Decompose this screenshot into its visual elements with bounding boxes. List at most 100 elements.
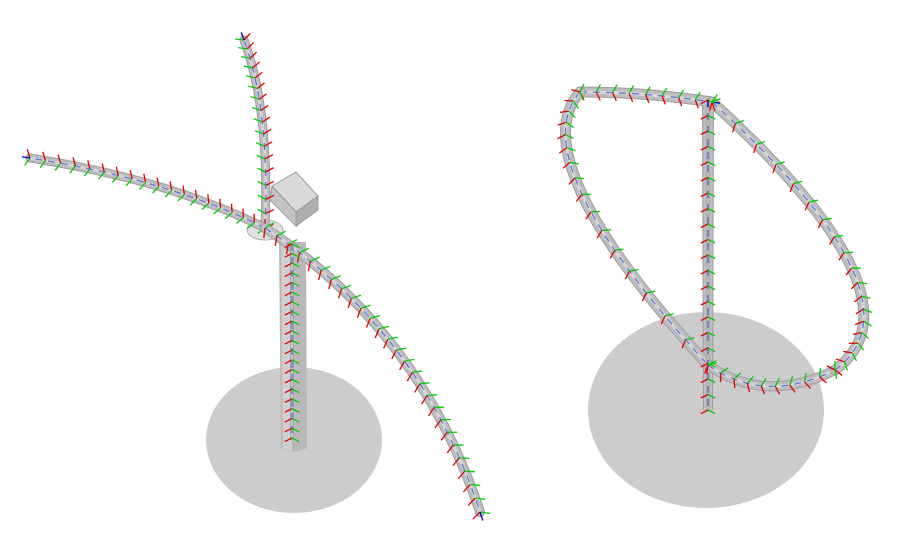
vawt-mast-axis-frame-marker: [700, 207, 716, 213]
hawt-blade-up-frame-marker: [255, 141, 273, 147]
frame-y-axis: [246, 75, 256, 79]
vawt-mast-axis-frame-marker: [700, 269, 716, 275]
vawt-lower-arm-frame-marker: [803, 372, 812, 390]
hawt-blade-up-frame-marker: [240, 51, 258, 59]
vawt-right-blade-frame-marker: [789, 180, 803, 193]
frame-y-axis: [707, 192, 716, 198]
frame-z-axis: [21, 156, 31, 159]
frame-x-axis: [406, 372, 413, 382]
frame-y-axis: [83, 168, 91, 177]
vawt-left-blade-frame-marker: [562, 161, 579, 169]
vawt-lower-arm-frame-marker: [774, 377, 781, 395]
frame-y-axis: [834, 234, 844, 238]
frame-y-axis: [213, 207, 221, 215]
frame-x-axis: [700, 316, 709, 322]
frame-x-axis: [263, 128, 272, 135]
frame-y-axis: [291, 359, 300, 365]
vawt-right-blade-frame-marker: [817, 217, 832, 229]
frame-x-axis: [700, 238, 709, 244]
vawt-left-blade-frame-marker: [557, 133, 574, 140]
hawt-blade-right-frame-marker: [406, 370, 423, 382]
vawt-right-blade-frame-marker: [848, 342, 865, 351]
hawt-blade-right-frame-marker: [452, 457, 470, 467]
frame-y-axis: [264, 222, 275, 229]
frame-y-axis: [331, 275, 342, 280]
hawt-tower-axis-frame-marker: [284, 281, 300, 287]
frame-x-axis: [284, 320, 293, 326]
hawt-blade-left-frame-marker: [201, 194, 210, 210]
frame-y-axis: [238, 46, 248, 50]
frame-y-axis: [243, 65, 253, 69]
frame-y-axis: [746, 376, 754, 384]
frame-x-axis: [700, 145, 709, 151]
frame-y-axis: [291, 301, 300, 306]
hawt-tower-axis-frame-marker: [284, 417, 300, 423]
vawt-left-blade-frame-marker: [558, 147, 576, 154]
frame-x-axis: [700, 114, 709, 120]
vawt-mast-axis-frame-marker: [700, 114, 716, 120]
vawt-left-blade-frame-marker: [609, 248, 624, 259]
frame-x-axis: [356, 307, 362, 318]
frame-x-axis: [265, 167, 274, 173]
hawt-blade-right-frame-marker: [374, 325, 390, 339]
vawt-lower-arm-frame-marker: [834, 360, 843, 376]
hawt-tower-axis-frame-marker: [284, 262, 300, 268]
hawt-blade-right-frame-marker: [347, 294, 362, 309]
frame-y-axis: [707, 161, 716, 167]
frame-x-axis: [307, 261, 312, 272]
hawt-tower-axis-frame-marker: [284, 349, 300, 355]
frame-y-axis: [291, 369, 300, 374]
frame-x-axis: [472, 511, 481, 520]
frame-y-axis: [572, 100, 579, 109]
vawt-right-blade-frame-marker: [829, 234, 844, 245]
frame-x-axis: [700, 378, 709, 384]
frame-x-axis: [850, 282, 859, 290]
frame-x-axis: [575, 193, 583, 202]
frame-x-axis: [284, 262, 293, 268]
frame-x-axis: [284, 417, 293, 423]
frame-x-axis: [558, 147, 568, 154]
frame-x-axis: [700, 176, 709, 182]
vawt-mast-axis-frame-marker: [700, 378, 716, 384]
frame-y-axis: [707, 300, 716, 306]
frame-y-axis: [861, 332, 870, 340]
frame-y-axis: [775, 161, 785, 166]
frame-x-axis: [399, 360, 405, 371]
frame-y-axis: [291, 291, 300, 297]
vawt-mast-axis-frame-marker: [700, 145, 716, 151]
hawt-tower-axis-frame-marker: [284, 330, 300, 335]
frame-y-axis: [861, 295, 871, 300]
frame-x-axis: [284, 301, 293, 306]
vawt-lower-arm-frame-marker: [760, 377, 767, 395]
frame-y-axis: [707, 347, 716, 353]
vawt-mast-axis-frame-marker: [700, 254, 716, 260]
hawt-blade-up-frame-marker: [234, 32, 251, 41]
frame-x-axis: [156, 177, 160, 187]
frame-x-axis: [457, 470, 466, 480]
frame-y-axis: [711, 94, 718, 103]
frame-y-axis: [851, 352, 858, 362]
hawt-blade-left-frame-marker: [21, 149, 31, 166]
vawt-panel: [557, 83, 873, 508]
frame-y-axis: [707, 207, 716, 213]
frame-y-axis: [803, 372, 807, 382]
frame-y-axis: [685, 336, 695, 341]
frame-x-axis: [706, 364, 709, 375]
hawt-tower-axis-frame-marker: [284, 388, 300, 394]
vawt-left-blade-frame-marker: [596, 229, 611, 239]
frame-y-axis: [707, 316, 716, 322]
hawt-tower-axis-frame-marker: [284, 301, 300, 306]
frame-x-axis: [383, 338, 389, 349]
hawt-tower-axis-frame-marker: [284, 378, 300, 384]
frame-y-axis: [707, 254, 716, 260]
frame-y-axis: [234, 38, 245, 41]
frame-x-axis: [711, 101, 716, 111]
hawt-blade-left-frame-marker: [138, 173, 147, 190]
frame-x-axis: [434, 419, 442, 429]
hawt-blade-right-frame-marker: [446, 444, 464, 454]
vawt-right-blade-frame-marker: [845, 267, 861, 276]
vawt-mast-axis-frame-marker: [700, 238, 716, 244]
frame-y-axis: [370, 315, 381, 319]
frame-x-axis: [564, 99, 574, 102]
frame-y-axis: [250, 95, 260, 100]
